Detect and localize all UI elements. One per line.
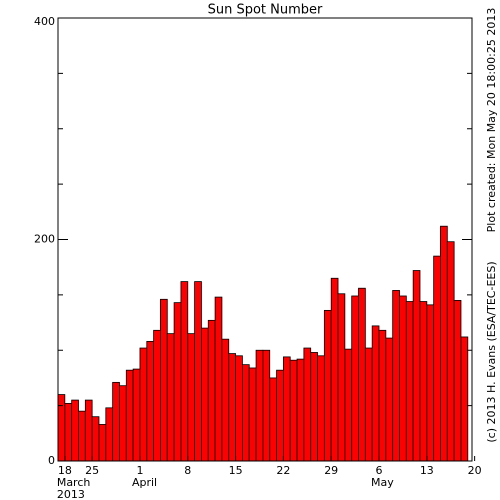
bar xyxy=(235,355,243,462)
bar xyxy=(358,287,366,462)
bar xyxy=(153,329,161,462)
bar xyxy=(296,358,305,462)
bar xyxy=(269,377,277,462)
bar xyxy=(132,368,141,462)
bar xyxy=(419,301,428,462)
bar xyxy=(98,424,107,462)
chart-title: Sun Spot Number xyxy=(208,3,323,18)
bar xyxy=(180,281,189,462)
bar xyxy=(221,338,230,462)
month-label: March xyxy=(57,476,91,489)
bar xyxy=(371,325,380,462)
bar xyxy=(310,352,318,462)
bar xyxy=(146,340,155,462)
bar xyxy=(337,293,346,462)
x-tick-label: 22 xyxy=(276,464,290,477)
x-tick-label: 20 xyxy=(468,464,482,477)
bar xyxy=(125,369,134,462)
bar xyxy=(289,359,298,462)
bar xyxy=(303,347,312,462)
bar xyxy=(187,333,196,462)
bar xyxy=(64,403,73,462)
month-label: April xyxy=(132,476,157,489)
bar xyxy=(201,327,209,462)
y-tick-label: 0 xyxy=(48,454,55,467)
bar xyxy=(460,336,469,462)
bar xyxy=(194,281,202,462)
bar xyxy=(255,349,264,462)
year-label: 2013 xyxy=(57,488,85,500)
x-tick-label: 1 xyxy=(136,464,143,477)
bar xyxy=(78,410,86,462)
x-tick-label: 13 xyxy=(420,464,434,477)
bar xyxy=(57,394,66,462)
bar xyxy=(446,241,455,462)
bar xyxy=(385,337,394,462)
copyright-note: (c) 2013 H. Evans (ESA/TEC-EES) xyxy=(485,261,498,442)
bar xyxy=(242,364,250,462)
bar xyxy=(119,385,127,462)
bar xyxy=(105,407,114,462)
bar xyxy=(84,399,93,462)
x-tick-label: 6 xyxy=(376,464,383,477)
bar xyxy=(173,302,182,462)
bar xyxy=(276,369,284,462)
bar xyxy=(139,347,148,462)
x-tick-label: 8 xyxy=(184,464,191,477)
bar xyxy=(440,225,448,462)
bar xyxy=(392,290,400,462)
bar xyxy=(344,348,353,462)
bar xyxy=(323,309,332,462)
bar xyxy=(453,300,462,462)
bar xyxy=(248,367,257,462)
bar xyxy=(364,347,373,462)
y-tick-label: 200 xyxy=(34,233,55,246)
bar xyxy=(262,349,271,462)
bar xyxy=(71,399,79,462)
bar xyxy=(228,353,236,462)
x-tick-label: 25 xyxy=(85,464,99,477)
y-tick-label: 400 xyxy=(34,15,55,28)
bar xyxy=(160,298,168,462)
bar xyxy=(317,355,325,462)
bar xyxy=(91,416,100,462)
x-tick-label: 18 xyxy=(58,464,72,477)
bar xyxy=(399,295,407,462)
bar xyxy=(378,329,387,462)
bar xyxy=(433,255,441,462)
bar xyxy=(112,381,120,462)
x-tick-label: 29 xyxy=(324,464,338,477)
bar xyxy=(405,301,414,462)
bar xyxy=(214,296,223,462)
bar xyxy=(412,270,421,462)
bar xyxy=(166,333,175,462)
bar xyxy=(282,356,291,462)
bar xyxy=(207,319,216,462)
month-label: May xyxy=(371,476,394,489)
plot-created-note: Plot created: Mon May 20 18:00:25 2013 xyxy=(485,8,498,233)
bar xyxy=(330,277,339,462)
x-tick-label: 15 xyxy=(229,464,243,477)
bar xyxy=(351,295,359,462)
bar xyxy=(426,304,435,462)
